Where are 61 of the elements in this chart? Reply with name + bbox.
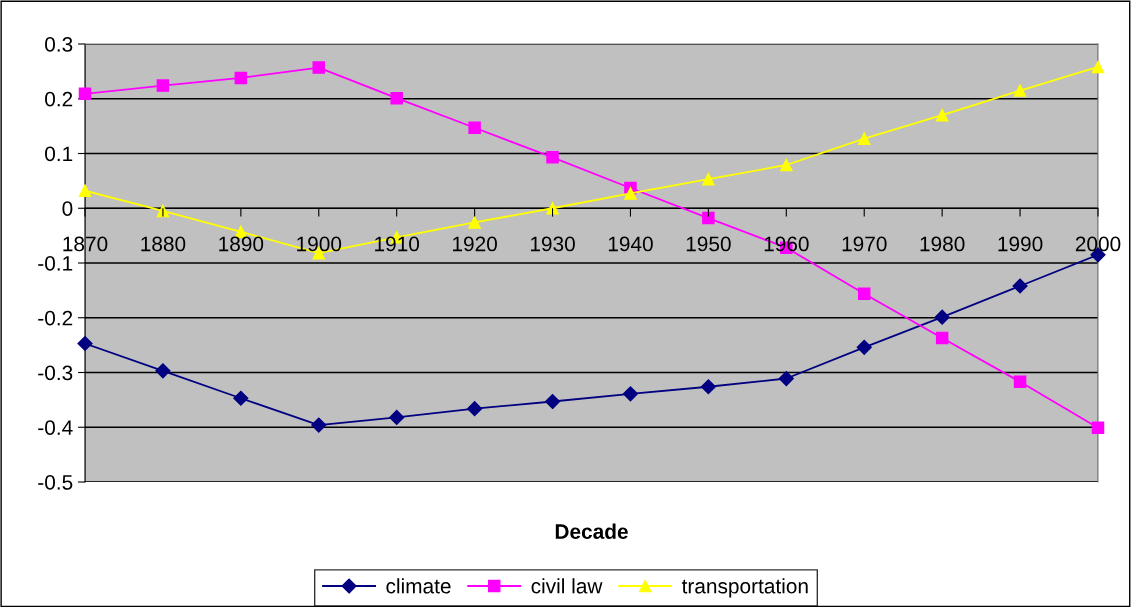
point — [546, 151, 559, 164]
point — [1091, 421, 1105, 435]
point — [311, 417, 327, 433]
y-tick-label: 0.1 — [45, 146, 73, 162]
x-tick-label: 2000 — [1075, 236, 1121, 252]
point — [390, 91, 403, 105]
point — [234, 71, 248, 85]
x-tick-label: 1910 — [375, 236, 420, 252]
x-tick-label: 1890 — [219, 236, 264, 252]
point — [155, 363, 171, 379]
point — [389, 409, 405, 425]
x-tick-label: 1930 — [530, 236, 575, 252]
point — [700, 379, 716, 395]
point — [702, 211, 715, 225]
point — [856, 339, 872, 355]
x-tick-label: 1990 — [998, 236, 1043, 252]
y-tick-label: 0.2 — [45, 91, 73, 107]
point — [1091, 60, 1105, 74]
point — [546, 201, 559, 215]
point — [702, 172, 715, 186]
point — [156, 204, 170, 218]
point — [78, 184, 92, 197]
point — [77, 335, 93, 352]
point — [1013, 84, 1027, 97]
x-tick-label: 1950 — [686, 236, 731, 252]
x-tick-label: 1920 — [453, 236, 497, 252]
point — [935, 108, 949, 122]
point — [624, 187, 637, 200]
y-tick-label: -0.2 — [38, 310, 73, 326]
point — [778, 370, 794, 387]
y-tick-label: -0.5 — [38, 475, 73, 490]
x-tick-label: 1980 — [920, 236, 965, 252]
legend-label: transportation — [681, 578, 808, 598]
y-tick-label: -0.3 — [38, 365, 73, 381]
point — [935, 331, 949, 345]
point — [233, 390, 249, 406]
point — [857, 287, 871, 300]
x-tick-label: 1900 — [297, 236, 342, 252]
y-tick-label: -0.1 — [38, 256, 73, 271]
point — [544, 393, 561, 410]
point — [780, 158, 793, 172]
y-tick-label: 0 — [62, 201, 73, 216]
x-axis-title: Decade — [555, 523, 628, 539]
point — [622, 386, 639, 402]
legend-label: civil law — [531, 578, 603, 594]
point — [468, 216, 481, 229]
point — [78, 87, 92, 101]
point — [1013, 375, 1027, 389]
point — [312, 61, 326, 74]
point — [857, 132, 871, 145]
point — [468, 121, 481, 135]
x-tick-label: 1880 — [141, 236, 186, 252]
legend-label: climate — [386, 578, 451, 594]
x-tick-label: 1940 — [608, 236, 653, 252]
point — [156, 79, 170, 92]
point — [467, 401, 483, 417]
point — [934, 309, 950, 325]
x-tick-label: 1970 — [842, 236, 887, 252]
y-tick-label: 0.3 — [45, 37, 73, 52]
point — [1012, 278, 1028, 294]
y-tick-label: -0.4 — [38, 420, 73, 435]
